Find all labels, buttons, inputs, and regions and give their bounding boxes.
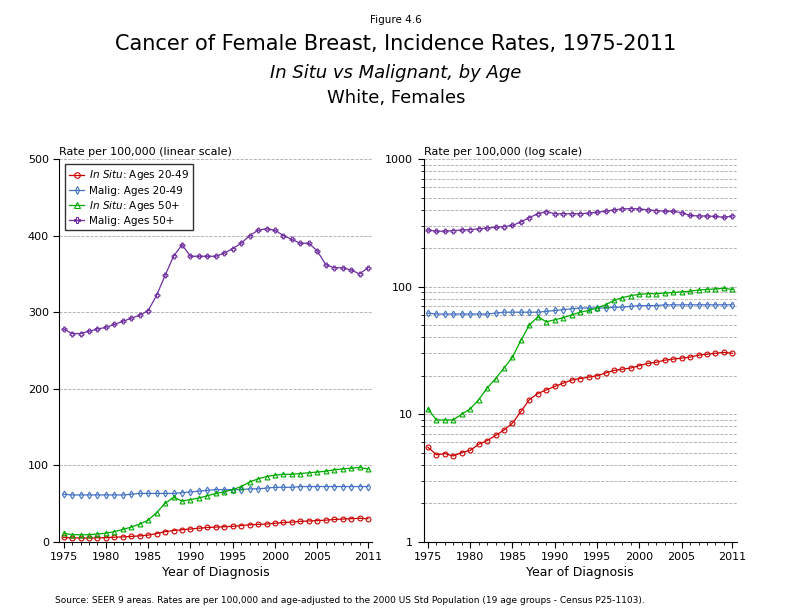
Text: Figure 4.6: Figure 4.6 [370,15,422,25]
Text: Source: SEER 9 areas. Rates are per 100,000 and age-adjusted to the 2000 US Std : Source: SEER 9 areas. Rates are per 100,… [55,595,645,605]
X-axis label: Year of Diagnosis: Year of Diagnosis [162,566,269,579]
Text: Rate per 100,000 (log scale): Rate per 100,000 (log scale) [424,147,582,157]
Text: Cancer of Female Breast, Incidence Rates, 1975-2011: Cancer of Female Breast, Incidence Rates… [116,34,676,54]
Text: White, Females: White, Females [327,89,465,106]
Text: In Situ vs Malignant, by Age: In Situ vs Malignant, by Age [270,64,522,82]
Text: Rate per 100,000 (linear scale): Rate per 100,000 (linear scale) [59,147,232,157]
X-axis label: Year of Diagnosis: Year of Diagnosis [527,566,634,579]
Legend: $\it{In\ Situ}$: Ages 20-49, Malig: Ages 20-49, $\it{In\ Situ}$: Ages 50+, Malig: $\it{In\ Situ}$: Ages 20-49, Malig: Ages… [65,165,192,230]
